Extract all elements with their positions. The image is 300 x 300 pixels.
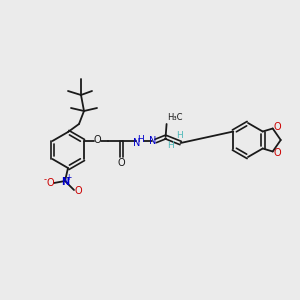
Text: O: O (274, 148, 281, 158)
Text: H: H (176, 130, 183, 140)
Text: O: O (94, 135, 101, 145)
Text: O: O (274, 122, 281, 131)
Text: N: N (133, 138, 140, 148)
Text: +: + (65, 172, 71, 182)
Text: H: H (137, 134, 144, 143)
Text: H: H (167, 142, 174, 151)
Text: O: O (118, 158, 125, 168)
Text: N: N (61, 177, 69, 187)
Text: N: N (149, 136, 156, 146)
Text: O: O (74, 186, 82, 196)
Text: -: - (44, 176, 46, 184)
Text: H₃C: H₃C (168, 113, 183, 122)
Text: O: O (46, 178, 54, 188)
